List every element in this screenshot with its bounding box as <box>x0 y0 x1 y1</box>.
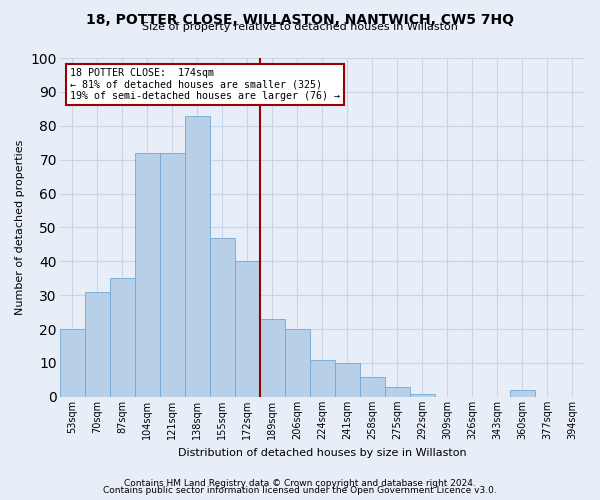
X-axis label: Distribution of detached houses by size in Willaston: Distribution of detached houses by size … <box>178 448 467 458</box>
Bar <box>260 319 285 397</box>
Bar <box>385 386 410 397</box>
Bar <box>85 292 110 397</box>
Bar <box>310 360 335 397</box>
Bar <box>185 116 210 397</box>
Text: 18, POTTER CLOSE, WILLASTON, NANTWICH, CW5 7HQ: 18, POTTER CLOSE, WILLASTON, NANTWICH, C… <box>86 12 514 26</box>
Y-axis label: Number of detached properties: Number of detached properties <box>15 140 25 315</box>
Bar <box>210 238 235 397</box>
Bar <box>335 363 360 397</box>
Text: Contains HM Land Registry data © Crown copyright and database right 2024.: Contains HM Land Registry data © Crown c… <box>124 478 476 488</box>
Bar <box>135 153 160 397</box>
Bar <box>160 153 185 397</box>
Bar <box>510 390 535 397</box>
Text: Contains public sector information licensed under the Open Government Licence v3: Contains public sector information licen… <box>103 486 497 495</box>
Text: Size of property relative to detached houses in Willaston: Size of property relative to detached ho… <box>142 22 458 32</box>
Bar <box>410 394 435 397</box>
Bar <box>360 376 385 397</box>
Bar <box>60 329 85 397</box>
Text: 18 POTTER CLOSE:  174sqm
← 81% of detached houses are smaller (325)
19% of semi-: 18 POTTER CLOSE: 174sqm ← 81% of detache… <box>70 68 340 102</box>
Bar <box>285 329 310 397</box>
Bar <box>235 262 260 397</box>
Bar <box>110 278 135 397</box>
